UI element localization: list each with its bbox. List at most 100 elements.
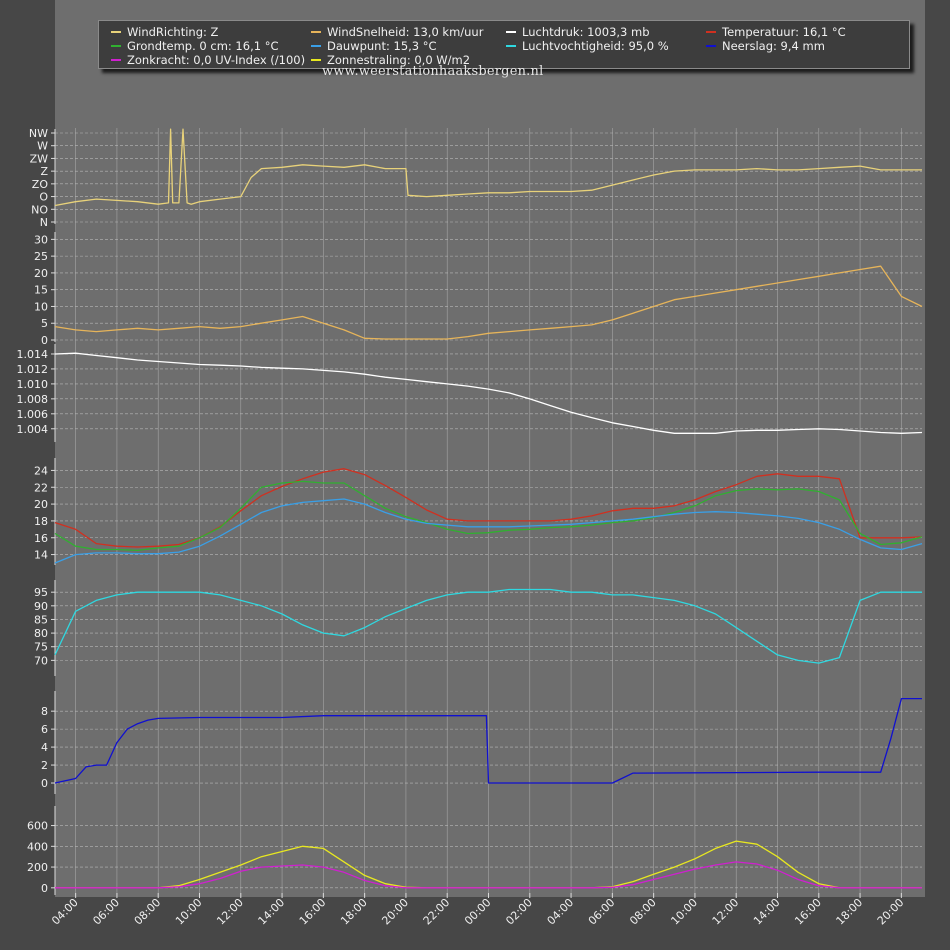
panel-zonnestraling: 0 200 400 600 (27, 806, 922, 895)
y-tick-label: 0 (41, 334, 48, 347)
legend-label: Neerslag: 9,4 mm (722, 39, 825, 53)
legend-item: Zonkracht: 0,0 UV-Index (/100) (111, 54, 305, 67)
legend-label: Zonkracht: 0,0 UV-Index (/100) (127, 53, 306, 67)
legend-swatch (506, 30, 516, 33)
y-tick-label: 1.006 (17, 408, 49, 421)
legend-item: WindRichting: Z (111, 26, 218, 39)
y-tick-label: 1.014 (17, 348, 49, 361)
panel-neerslag: 0 2 4 6 8 (41, 691, 922, 794)
y-tick-label: 15 (34, 284, 48, 297)
y-tick-label: 16 (34, 532, 48, 545)
y-tick-label: W (37, 140, 48, 153)
legend-swatch (311, 30, 321, 33)
x-tick-label: 18:00 (338, 896, 370, 928)
y-tick-label: 200 (27, 861, 48, 874)
series-line-neerslag (54, 697, 922, 784)
y-tick-label: 30 (34, 233, 48, 246)
y-tick-label: 0 (41, 882, 48, 895)
y-tick-label: 20 (34, 267, 48, 280)
y-tick-label: Z (40, 165, 48, 178)
x-tick-label: 16:00 (792, 896, 824, 928)
y-tick-label: 90 (34, 600, 48, 613)
series-line-luchtvochtigheid (54, 588, 922, 664)
x-tick-label: 16:00 (297, 896, 329, 928)
y-tick-label: ZO (32, 178, 49, 191)
y-tick-label: 80 (34, 627, 48, 640)
x-tick-label: 18:00 (834, 896, 866, 928)
y-tick-label: 10 (34, 300, 48, 313)
legend-swatch (111, 30, 121, 33)
x-tick-label: 00:00 (462, 896, 494, 928)
x-axis: 04:00 06:00 08:00 10:00 12:00 14:00 16:00 18:00… (49, 893, 906, 928)
x-tick-label: 04:00 (545, 896, 577, 928)
legend-item: Dauwpunt: 15,3 °C (311, 40, 437, 53)
legend-item: Luchtvochtigheid: 95,0 % (506, 40, 669, 53)
y-tick-label: 22 (34, 481, 48, 494)
legend-swatch (311, 44, 321, 47)
y-tick-label: 600 (27, 820, 48, 833)
y-tick-label: 25 (34, 250, 48, 263)
y-tick-label: 18 (34, 515, 48, 528)
y-tick-label: 1.004 (17, 423, 49, 436)
y-tick-label: 2 (41, 759, 48, 772)
x-tick-label: 14:00 (256, 896, 288, 928)
legend-swatch (706, 30, 716, 33)
series-line-windrichting (54, 128, 922, 207)
y-tick-label: 70 (34, 654, 48, 667)
watermark: www.weerstationhaaksbergen.nl (322, 64, 544, 79)
series-line-dauwpunt (54, 498, 923, 564)
x-tick-label: 02:00 (503, 896, 535, 928)
legend-label: Temperatuur: 16,1 °C (722, 25, 846, 39)
series-line-windsnelheid (54, 265, 923, 340)
legend-item: Zonnestraling: 0,0 W/m2 (311, 54, 470, 67)
y-tick-label: 8 (41, 705, 48, 718)
panel-temperaturen: 14 16 18 20 22 24 (34, 458, 923, 565)
y-tick-label: 95 (34, 586, 48, 599)
y-tick-label: NW (29, 127, 48, 140)
y-tick-label: ZW (30, 152, 49, 165)
x-tick-label: 12:00 (214, 896, 246, 928)
y-tick-label: 400 (27, 840, 48, 853)
legend-swatch (111, 58, 121, 61)
x-tick-label: 04:00 (49, 896, 81, 928)
legend-label: WindSnelheid: 13,0 km/uur (327, 25, 484, 39)
y-tick-label: 1.012 (17, 363, 49, 376)
x-tick-label: 20:00 (875, 896, 907, 928)
y-tick-label: O (39, 191, 48, 204)
y-tick-label: 6 (41, 723, 48, 736)
legend-label: WindRichting: Z (127, 25, 219, 39)
x-tick-label: 10:00 (173, 896, 205, 928)
y-tick-label: 20 (34, 498, 48, 511)
x-tick-label: 14:00 (751, 896, 783, 928)
legend-swatch (311, 58, 321, 61)
legend-item: Neerslag: 9,4 mm (706, 40, 825, 53)
x-tick-label: 08:00 (132, 896, 164, 928)
y-tick-label: NO (31, 203, 48, 216)
y-tick-label: 85 (34, 613, 48, 626)
chart-panels: NNOOZOZZWWNW0510152025301.0041.0061.0081… (17, 127, 923, 895)
legend-label: Luchtvochtigheid: 95,0 % (522, 39, 669, 53)
y-tick-label: N (40, 216, 48, 229)
legend-label: Luchtdruk: 1003,3 mb (522, 25, 650, 39)
legend-item: WindSnelheid: 13,0 km/uur (311, 26, 483, 39)
legend-item: Grondtemp. 0 cm: 16,1 °C (111, 40, 278, 53)
legend-item: Luchtdruk: 1003,3 mb (506, 26, 650, 39)
y-tick-label: 24 (34, 464, 48, 477)
x-tick-label: 06:00 (586, 896, 618, 928)
legend-swatch (506, 44, 516, 47)
legend-swatch (706, 44, 716, 47)
x-tick-label: 20:00 (379, 896, 411, 928)
y-tick-label: 5 (41, 317, 48, 330)
y-tick-label: 75 (34, 641, 48, 654)
series-line-zonkracht (55, 861, 922, 889)
plot-area-background (55, 0, 925, 897)
y-tick-label: 14 (34, 549, 48, 562)
y-tick-label: 1.010 (17, 378, 49, 391)
legend-label: Zonnestraling: 0,0 W/m2 (327, 53, 471, 67)
panel-luchtdruk: 1.004 1.006 1.008 1.010 1.012 1.014 (17, 344, 923, 442)
y-tick-label: 0 (41, 777, 48, 790)
x-tick-label: 12:00 (710, 896, 742, 928)
legend: WindRichting: Z WindSnelheid: 13,0 km/uur… (98, 20, 910, 69)
